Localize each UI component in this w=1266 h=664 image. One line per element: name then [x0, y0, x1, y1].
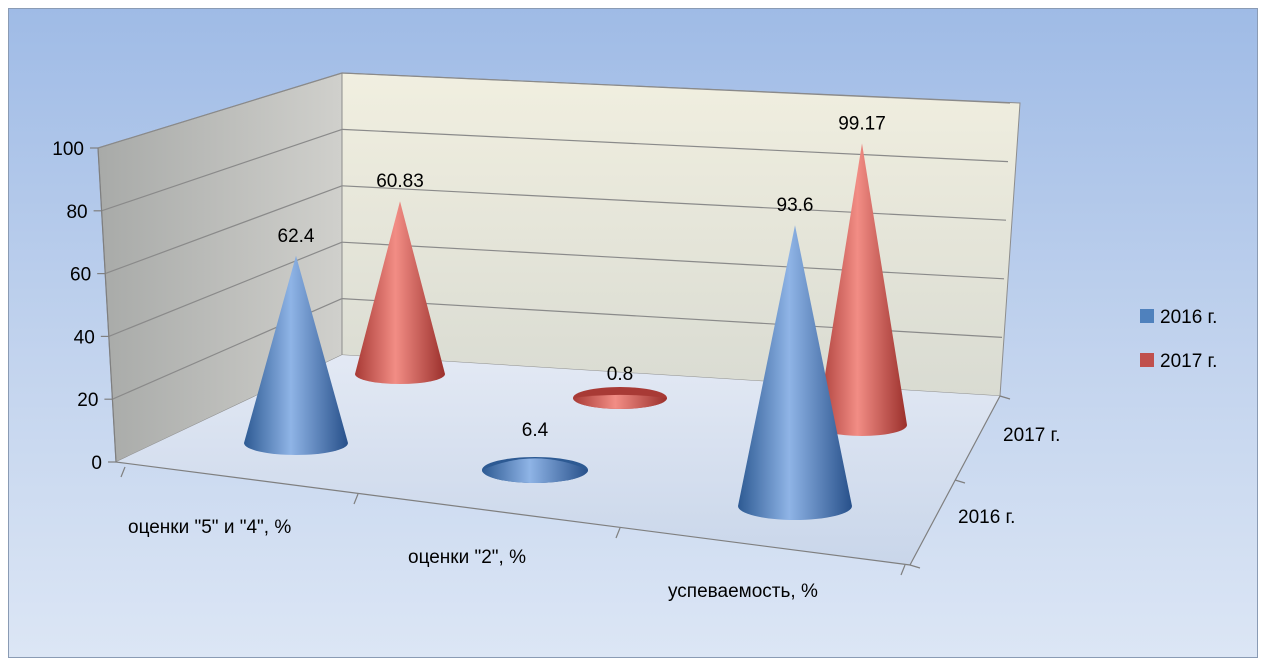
y-tick-labels: 0 20 40 60 80 100	[52, 139, 116, 474]
category-labels: оценки "5" и "4", % оценки "2", % успеваем…	[128, 517, 818, 602]
cone-2016-0	[244, 255, 348, 455]
data-label: 60.83	[376, 171, 424, 192]
cone-2016-2	[738, 225, 852, 520]
cone-body	[738, 225, 852, 520]
data-label: 99.17	[838, 113, 886, 134]
legend-entry: 2016 г.	[1160, 307, 1217, 328]
legend-entry: 2017 г.	[1160, 351, 1217, 372]
depth-tick-mark	[999, 395, 1011, 400]
gridline-side	[108, 241, 343, 337]
gridline-back	[341, 241, 1005, 280]
back-wall	[341, 72, 1021, 397]
cone-2017-2	[817, 143, 907, 437]
category-label: оценки "5" и "4", %	[128, 517, 291, 538]
x-axis-line	[115, 461, 911, 566]
y-tick-label: 0	[91, 453, 102, 474]
cone-body	[244, 255, 348, 455]
x-tick-mark	[120, 466, 126, 478]
category-label: успеваемость, %	[668, 581, 818, 602]
gridline-back	[341, 128, 1009, 163]
y-tick-label: 20	[77, 390, 98, 411]
depth-label: 2017 г.	[1003, 425, 1060, 446]
category-label: оценки "2", %	[408, 547, 526, 568]
cone-2017-1	[573, 387, 667, 409]
axes	[97, 147, 1011, 576]
x-tick-mark	[353, 493, 359, 505]
cone-body	[573, 394, 667, 409]
gridline-side	[101, 128, 343, 212]
gridline-side	[97, 72, 343, 149]
data-label: 0.8	[607, 364, 633, 385]
x-tick-mark	[615, 527, 621, 539]
data-label: 93.6	[777, 195, 814, 216]
gridline-back	[341, 298, 1003, 338]
depth-tick-mark	[954, 479, 966, 484]
y-axis-line	[97, 147, 117, 463]
cone-body	[355, 201, 445, 384]
legend: 2016 г. 2017 г.	[1140, 307, 1217, 372]
cone-2016-1	[482, 457, 588, 483]
depth-labels: 2016 г. 2017 г.	[958, 425, 1060, 528]
y-tick-label: 100	[52, 139, 84, 160]
y-tick-label: 40	[74, 327, 95, 348]
legend-swatch	[1140, 309, 1154, 323]
y-tick-label: 60	[70, 265, 91, 286]
cones	[244, 143, 907, 520]
legend-swatch	[1140, 353, 1154, 367]
y-tick-label: 80	[66, 202, 87, 223]
gridline-back	[341, 185, 1007, 221]
data-label: 6.4	[522, 420, 549, 441]
data-label: 62.4	[278, 226, 315, 247]
gridline-side	[104, 185, 343, 275]
gridline-back	[341, 72, 1011, 104]
cone-2017-0	[355, 201, 445, 384]
depth-label: 2016 г.	[958, 507, 1015, 528]
depth-tick-mark	[909, 564, 921, 569]
cone-body	[482, 458, 588, 483]
data-labels: 60.83 0.8 99.17 62.4 6.4 93.6	[278, 113, 886, 441]
cone-body	[817, 143, 907, 437]
x-tick-mark	[900, 564, 906, 576]
